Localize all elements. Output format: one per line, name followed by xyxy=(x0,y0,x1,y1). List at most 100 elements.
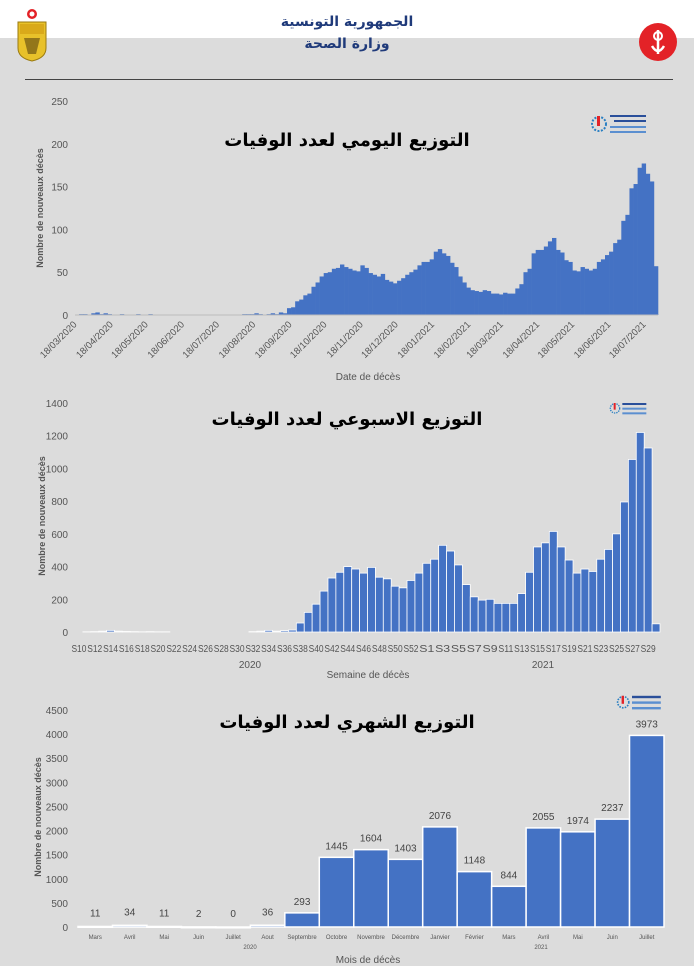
daily-bar xyxy=(601,259,605,315)
weekly-y-tick: 1000 xyxy=(46,464,69,475)
daily-x-tick: 18/12/2020 xyxy=(359,319,400,360)
weekly-x-tick: S20 xyxy=(151,644,166,655)
daily-bar xyxy=(593,269,597,315)
weekly-bar xyxy=(462,585,470,632)
monthly-y-tick: 4500 xyxy=(46,706,69,717)
daily-x-tick: 18/05/2021 xyxy=(536,319,577,360)
weekly-bar xyxy=(454,565,462,632)
monthly-data-label: 36 xyxy=(262,907,274,918)
weekly-bar xyxy=(296,623,304,632)
weekly-x-tick: S5 xyxy=(451,644,467,655)
monthly-bar xyxy=(423,827,457,927)
weekly-bar xyxy=(407,580,415,632)
weekly-bar xyxy=(352,569,360,632)
monthly-bar xyxy=(630,735,664,927)
daily-bar xyxy=(556,250,560,315)
weekly-bar xyxy=(652,624,660,632)
daily-bar xyxy=(646,174,650,315)
weekly-bar xyxy=(565,560,573,632)
weekly-x-tick: S11 xyxy=(498,644,513,655)
monthly-bar xyxy=(181,927,215,928)
daily-bar xyxy=(446,256,450,315)
daily-bar xyxy=(320,276,324,315)
daily-bar xyxy=(360,265,364,315)
weekly-bar xyxy=(399,588,407,632)
monthly-y-tick: 1500 xyxy=(46,851,69,862)
weekly-bar xyxy=(549,531,557,632)
daily-y-tick: 250 xyxy=(51,97,68,108)
monthly-x-tick: Novembre xyxy=(357,935,385,941)
weekly-x-tick: S28 xyxy=(214,644,229,655)
weekly-x-tick: S38 xyxy=(293,644,308,655)
weekly-bar xyxy=(439,545,447,632)
daily-bar xyxy=(483,290,487,315)
daily-bar xyxy=(532,253,536,315)
weekly-x-tick: S15 xyxy=(530,644,545,655)
weekly-bar xyxy=(99,631,107,632)
monthly-bar xyxy=(492,886,526,927)
daily-x-tick: 18/06/2020 xyxy=(146,319,187,360)
monthly-x-tick: Avril xyxy=(538,935,550,941)
monthly-data-label: 2 xyxy=(196,909,202,920)
daily-bar xyxy=(597,262,601,315)
daily-bar xyxy=(340,264,344,315)
monthly-x-tick: Avril xyxy=(124,935,136,941)
monthly-y-tick: 1000 xyxy=(46,875,69,886)
daily-bar xyxy=(430,259,434,315)
daily-bar xyxy=(589,270,593,315)
monthly-x-tick: Janvier xyxy=(430,935,449,941)
weekly-x-tick: S10 xyxy=(71,644,86,655)
weekly-bar xyxy=(431,559,439,632)
monthly-x-tick: Mars xyxy=(89,935,102,941)
daily-bar xyxy=(389,282,393,315)
daily-bar xyxy=(405,275,409,315)
monthly-bar xyxy=(112,925,146,927)
monthly-bar xyxy=(457,872,491,927)
weekly-x-tick: S46 xyxy=(356,644,371,655)
daily-x-tick: 18/08/2020 xyxy=(217,319,258,360)
weekly-x-tick: S14 xyxy=(103,644,118,655)
daily-bar xyxy=(642,163,646,315)
daily-bar xyxy=(548,241,552,315)
daily-bar xyxy=(438,249,442,315)
daily-bar xyxy=(462,282,466,315)
weekly-x-tick: S3 xyxy=(435,644,451,655)
monthly-x-tick: Juin xyxy=(193,935,204,941)
monthly-bar xyxy=(78,926,112,927)
daily-bar xyxy=(540,250,544,315)
weekly-bar xyxy=(644,448,652,632)
daily-bar xyxy=(634,184,638,315)
monthly-y-tick: 0 xyxy=(62,923,68,934)
weekly-y-tick: 800 xyxy=(51,497,68,508)
weekly-x-tick: S42 xyxy=(324,644,339,655)
daily-bar xyxy=(466,288,470,315)
monthly-x-tick: Septembre xyxy=(287,935,317,941)
weekly-bar xyxy=(415,573,423,632)
daily-bar xyxy=(373,275,377,315)
monthly-x-tick: Mai xyxy=(159,935,169,941)
weekly-bar xyxy=(510,603,518,632)
monthly-data-label: 2055 xyxy=(532,812,555,823)
weekly-bar xyxy=(526,572,534,632)
daily-bar xyxy=(311,287,315,315)
daily-bar xyxy=(299,300,303,315)
daily-bar xyxy=(348,269,352,315)
weekly-bar xyxy=(320,591,328,632)
monthly-y-tick: 500 xyxy=(51,899,68,910)
monthly-data-label: 1445 xyxy=(325,841,348,852)
weekly-x-tick: S44 xyxy=(340,644,355,655)
weekly-bar xyxy=(257,631,265,632)
monthly-y-tick: 2500 xyxy=(46,802,69,813)
monthly-data-label: 1403 xyxy=(394,843,417,854)
monthly-data-label: 1974 xyxy=(567,816,590,827)
daily-bar xyxy=(295,301,299,315)
monthly-y-tick: 3500 xyxy=(46,754,69,765)
daily-bar xyxy=(617,240,621,315)
weekly-x-tick: S17 xyxy=(546,644,561,655)
daily-bar xyxy=(336,268,340,315)
weekly-bar xyxy=(344,567,352,632)
weekly-bar xyxy=(613,534,621,632)
daily-bar xyxy=(458,276,462,315)
monthly-y-tick: 3000 xyxy=(46,778,69,789)
